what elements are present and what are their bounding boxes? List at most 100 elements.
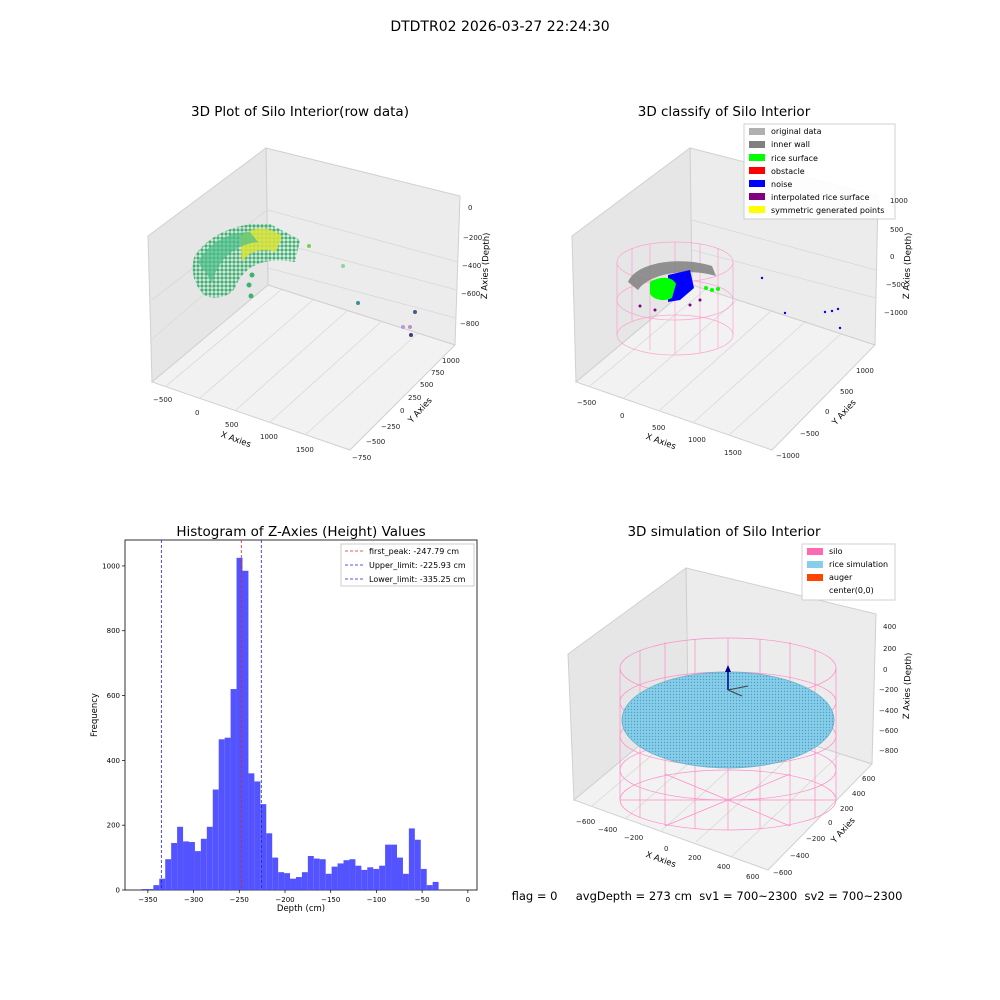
- legend-label: silo: [829, 547, 843, 556]
- raw-x-tick: 1500: [296, 446, 314, 454]
- legend-swatch-interpolated: [749, 193, 765, 200]
- histogram-bar: [218, 739, 225, 890]
- histogram-bar: [313, 858, 320, 890]
- legend-label: rice simulation: [829, 560, 888, 569]
- simulation-x-tick: 400: [717, 863, 730, 871]
- classify-x-tick: 1000: [688, 436, 706, 444]
- panel-raw-3d: 3D Plot of Silo Interior(row data) −500: [147, 104, 492, 462]
- classify-legend: original data inner wall rice surface ob…: [743, 123, 896, 220]
- classify-noise-points: [668, 270, 694, 302]
- histogram-bar: [147, 889, 154, 890]
- histogram-x-tick-label: −50: [415, 896, 430, 904]
- histogram-bar: [266, 833, 273, 890]
- histogram-y-tick-label: 0: [116, 887, 120, 895]
- histogram-bar: [301, 872, 308, 890]
- simulation-x-axis-label: X Axies: [644, 850, 677, 870]
- histogram-bar: [254, 781, 261, 890]
- raw-y-tick: 1000: [442, 357, 460, 365]
- classify-y-tick: 500: [840, 388, 853, 396]
- raw-z-tick: −400: [462, 262, 481, 270]
- histogram-y-tick-label: 600: [107, 692, 120, 700]
- classify-x-tick: 500: [652, 424, 665, 432]
- histogram-bar: [402, 873, 409, 890]
- legend-swatch-original: [749, 128, 765, 135]
- histogram-x-tick-label: −300: [184, 896, 203, 904]
- simulation-tick-labels: −600 −400 −200 0 200 400 600 −600 −400 −…: [576, 623, 898, 881]
- classify-x-tick: 0: [620, 412, 624, 420]
- histogram-bar: [165, 859, 172, 890]
- classify-tick-labels: −500 0 500 1000 1500 −1000 −500 0 500 10…: [577, 197, 908, 460]
- legend-label: inner wall: [771, 140, 810, 149]
- histogram-bar: [379, 865, 386, 890]
- histogram-bar: [236, 557, 243, 890]
- histogram-vlines: [160, 540, 262, 890]
- legend-swatch-inner-wall: [749, 141, 765, 148]
- histogram-bar: [355, 865, 362, 890]
- legend-label: original data: [771, 127, 822, 136]
- classify-x-tick: −500: [577, 399, 596, 407]
- raw-x-axis-label: X Axies: [219, 430, 252, 450]
- histogram-bar: [408, 828, 415, 890]
- histogram-bar: [343, 860, 350, 890]
- histogram-x-ticks: −350 −300 −250 −200 −150 −100 −50 0: [138, 890, 470, 904]
- simulation-x-tick: −200: [624, 834, 643, 842]
- histogram-bar: [153, 885, 160, 890]
- simulation-z-tick: −200: [879, 686, 898, 694]
- figure-title: DTDTR02 2026-03-27 22:24:30: [390, 19, 609, 35]
- histogram-bar: [194, 851, 201, 890]
- simulation-y-tick: −400: [790, 852, 809, 860]
- simulation-y-tick: 200: [840, 805, 853, 813]
- histogram-legend: first_peak: -247.79 cm Upper_limit: -225…: [340, 543, 475, 587]
- histogram-bar: [349, 859, 356, 890]
- raw-x-tick: 1000: [260, 433, 278, 441]
- raw-plot-title: 3D Plot of Silo Interior(row data): [191, 104, 409, 120]
- histogram-bar: [426, 885, 433, 890]
- raw-y-tick: 0: [400, 407, 404, 415]
- classify-z-tick: 0: [890, 253, 894, 261]
- legend-label: symmetric generated points: [771, 206, 884, 215]
- raw-y-tick: −250: [381, 423, 400, 431]
- histogram-bar: [189, 842, 195, 890]
- simulation-y-tick: 600: [862, 775, 875, 783]
- histogram-x-tick-label: −250: [230, 896, 249, 904]
- classify-x-tick: 1500: [724, 449, 742, 457]
- classify-misc-points: [638, 276, 842, 330]
- legend-swatch-noise: [749, 180, 765, 187]
- classify-y-tick: 1000: [856, 367, 874, 375]
- panel-classify-3d: 3D classify of Silo Interior: [571, 104, 914, 460]
- classify-y-tick: −1000: [776, 452, 800, 460]
- legend-swatch-silo: [807, 548, 823, 555]
- histogram-bar: [272, 857, 279, 890]
- histogram-y-tick-label: 1000: [102, 562, 120, 570]
- simulation-y-tick: 0: [828, 819, 832, 827]
- classify-z-axis-label: Z Axies (Depth): [902, 232, 914, 299]
- legend-swatch-obstacle: [749, 167, 765, 174]
- simulation-z-tick: −800: [879, 747, 898, 755]
- panel-simulation-3d: 3D simulation of Silo Interior: [567, 524, 914, 881]
- histogram-bar: [183, 841, 189, 890]
- simulation-x-tick: −400: [598, 826, 617, 834]
- raw-y-tick: 250: [408, 394, 421, 402]
- classify-z-tick: 500: [890, 226, 903, 234]
- histogram-bar: [171, 843, 178, 890]
- classify-y-axis-label: Y Axies: [830, 397, 859, 428]
- histogram-y-tick-label: 400: [107, 757, 120, 765]
- raw-x-tick: 500: [225, 421, 238, 429]
- histogram-bar: [331, 866, 338, 890]
- histogram-bar: [373, 868, 380, 890]
- histogram-bar: [295, 877, 302, 890]
- raw-z-axis-label: Z Axies (Depth): [480, 232, 492, 299]
- legend-label: obstacle: [771, 167, 805, 176]
- histogram-bar: [242, 570, 249, 890]
- histogram-bar: [278, 872, 285, 890]
- histogram-y-tick-label: 800: [107, 627, 120, 635]
- classify-z-tick: −1000: [884, 309, 908, 317]
- raw-y-tick: −500: [366, 438, 385, 446]
- histogram-bar: [432, 881, 439, 890]
- legend-label: first_peak: -247.79 cm: [369, 547, 459, 556]
- histogram-bar: [284, 873, 291, 890]
- simulation-x-tick: 0: [664, 845, 668, 853]
- simulation-z-tick: 200: [883, 645, 896, 653]
- footer-status-text: flag = 0 avgDepth = 273 cm sv1 = 700~230…: [512, 889, 903, 903]
